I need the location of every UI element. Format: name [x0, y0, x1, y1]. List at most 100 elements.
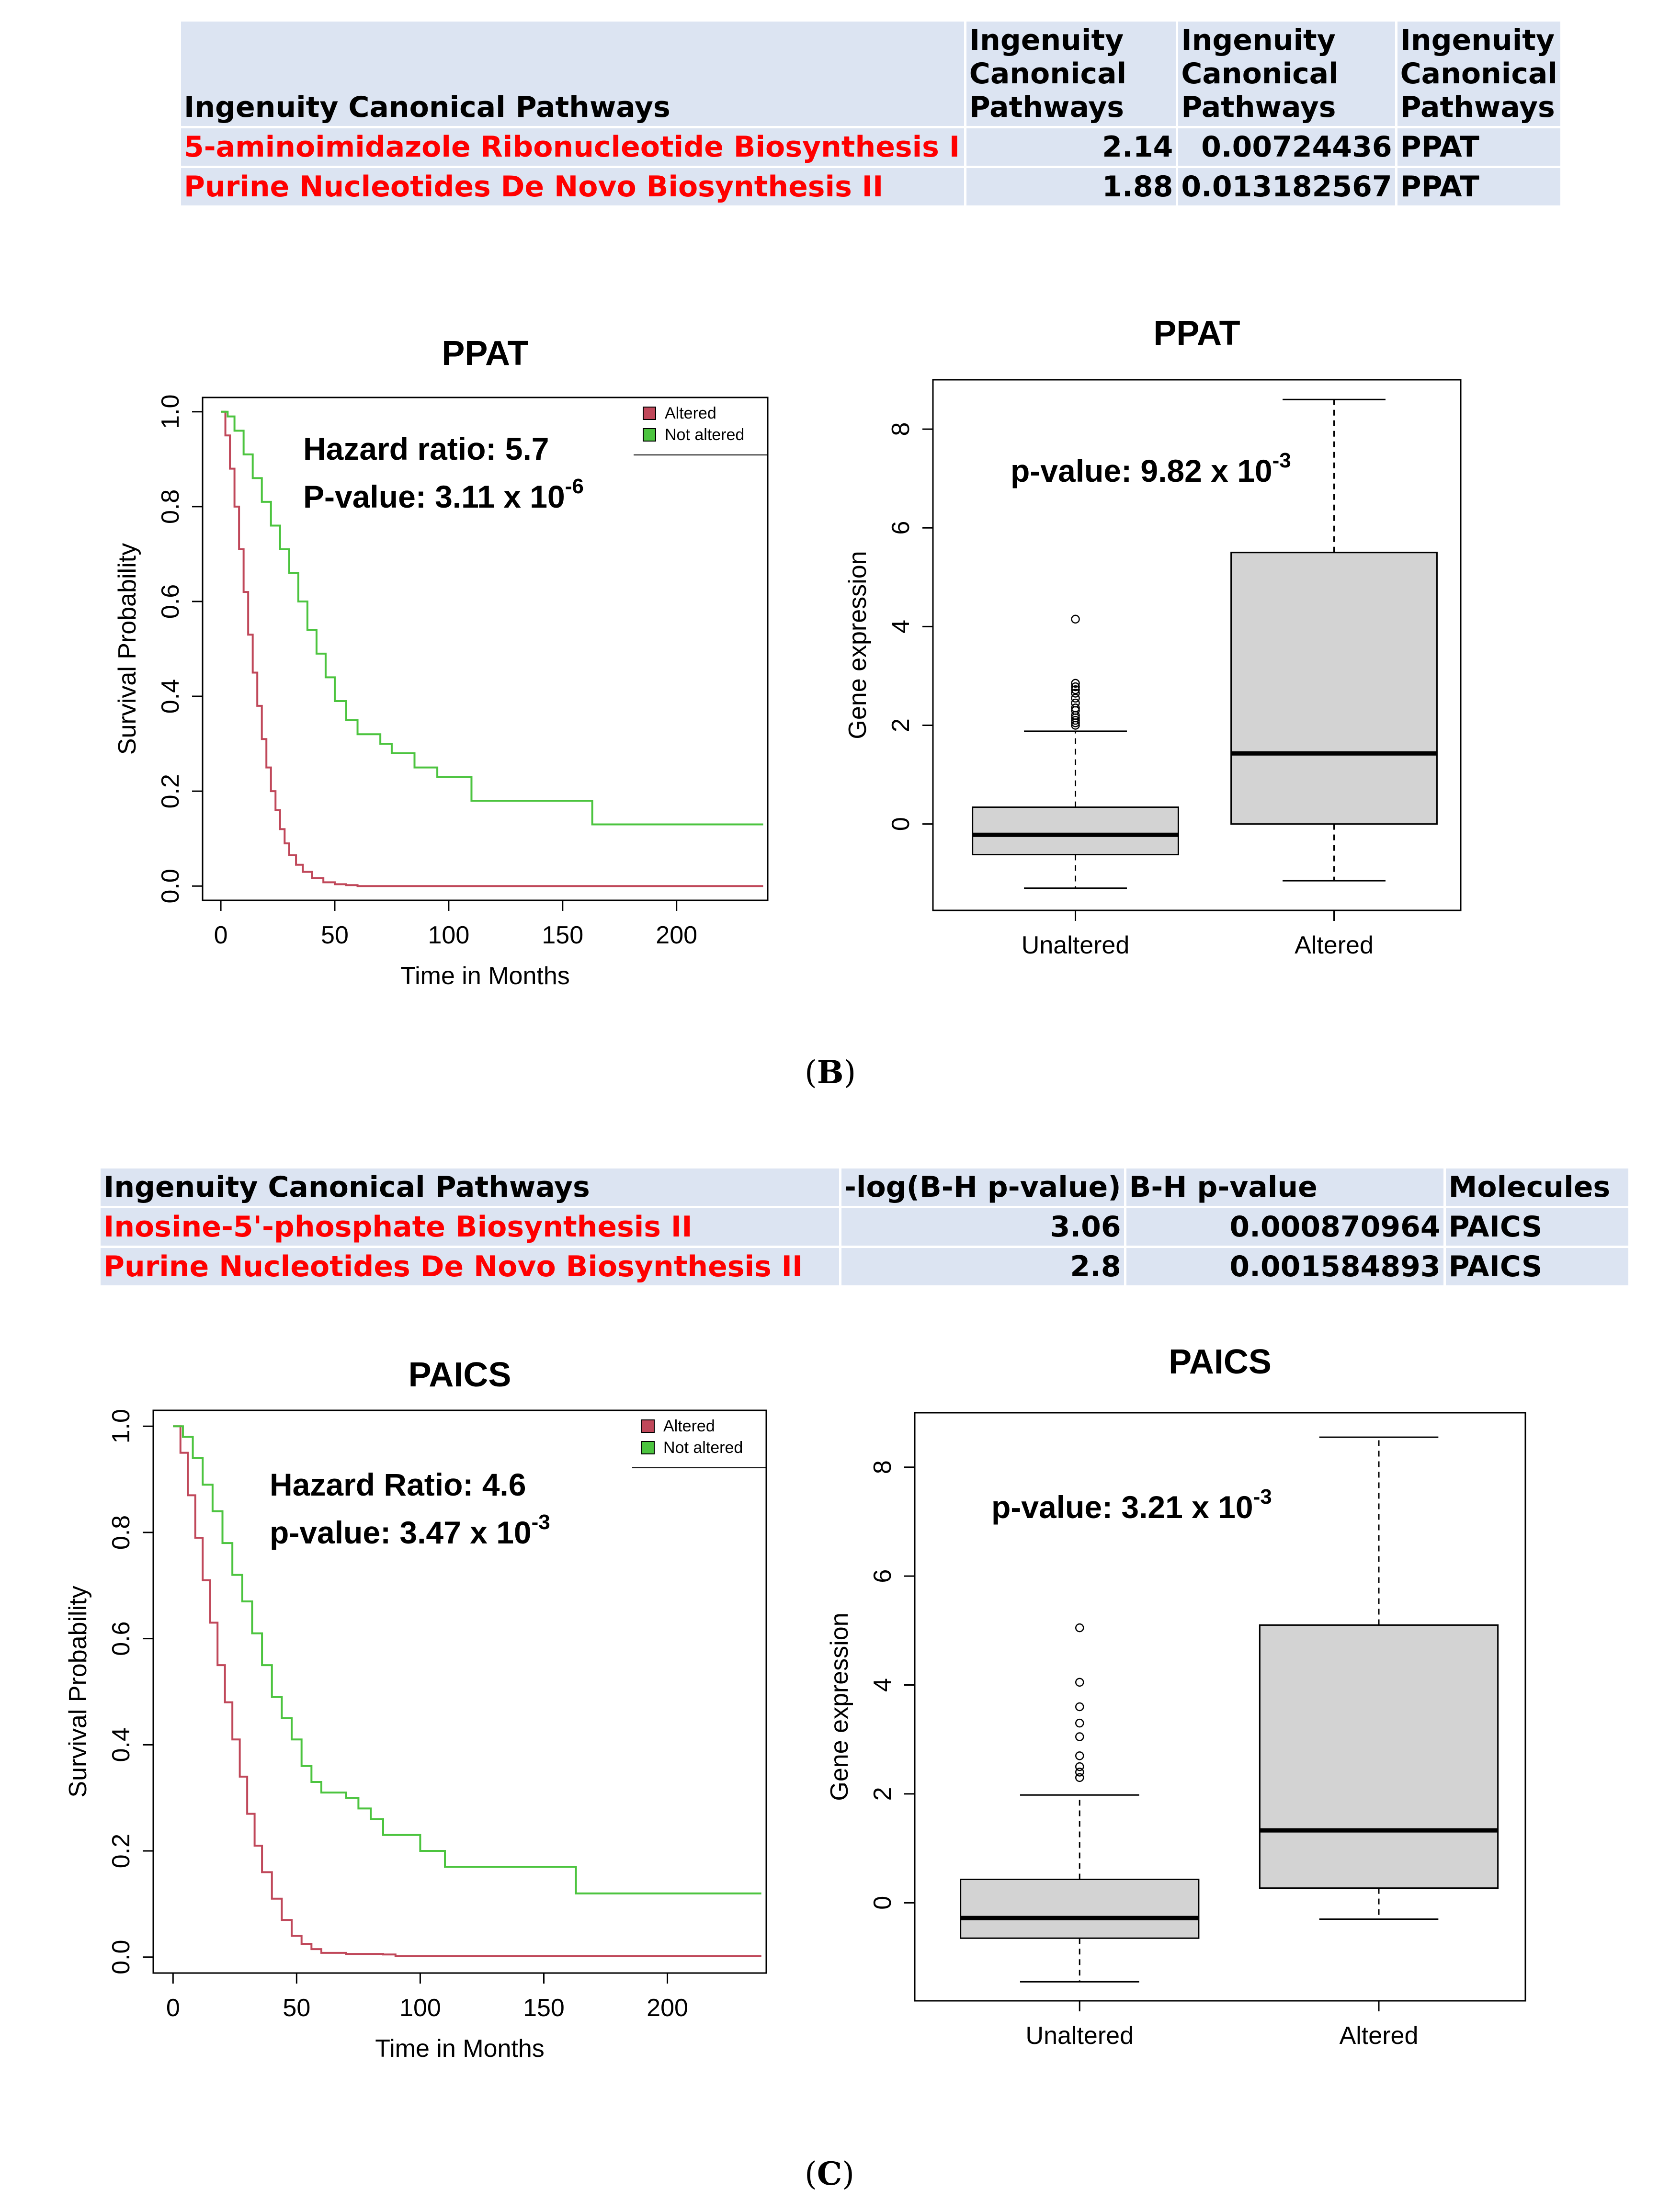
pvalue-annotation: p-value: 3.47 x 10-3 — [270, 1510, 550, 1550]
pvalue-exponent: -3 — [1272, 449, 1291, 472]
pvalue-annotation: P-value: 3.11 x 10-6 — [303, 475, 584, 514]
outlier-point — [1071, 614, 1080, 624]
x-tick-label: 150 — [542, 921, 583, 949]
y-tick-label: 4 — [869, 1678, 897, 1692]
y-tick-label: 0.6 — [157, 584, 184, 619]
header-line: Ingenuity — [1400, 23, 1555, 57]
legend-label: Not altered — [665, 426, 744, 444]
chart-title: PAICS — [1169, 1343, 1272, 1381]
outlier-point — [1075, 1678, 1084, 1687]
x-tick-label: 200 — [656, 921, 697, 949]
pvalue-exponent: -6 — [565, 475, 584, 498]
y-tick-label: 4 — [887, 620, 915, 634]
header-line: Pathways — [1181, 91, 1336, 124]
outlier-point — [1075, 1732, 1084, 1741]
pathway-pvalue: 0.001584893 — [1126, 1248, 1443, 1285]
pathway-pvalue: 0.00724436 — [1178, 128, 1395, 166]
x-tick-label: 100 — [428, 921, 469, 949]
pvalue-annotation: p-value: 9.82 x 10-3 — [1011, 449, 1291, 488]
x-tick-label: Altered — [1340, 2022, 1419, 2050]
y-tick-label: 0.0 — [107, 1940, 135, 1974]
table-header-row: Ingenuity Canonical Pathways -log(B-H p-… — [101, 1168, 1628, 1206]
y-tick-label: 0.2 — [107, 1834, 135, 1868]
pathway-pvalue: 0.000870964 — [1126, 1208, 1443, 1246]
outlier-point — [1075, 1718, 1084, 1728]
table-header-molecules: Molecules — [1445, 1168, 1628, 1206]
legend-swatch — [643, 428, 656, 442]
outlier-point — [1071, 698, 1080, 708]
pvalue-exponent: -3 — [1253, 1485, 1272, 1509]
outlier-point — [1071, 685, 1080, 694]
x-tick-label: 0 — [166, 1994, 180, 2022]
km-curve-altered — [221, 410, 763, 887]
panel-label-c: (C) — [805, 2155, 855, 2192]
y-axis-label: Gene expression — [844, 551, 872, 739]
y-tick-label: 0.0 — [157, 869, 184, 903]
pathway-score: 2.8 — [841, 1248, 1124, 1285]
pathway-molecules: PAICS — [1445, 1248, 1628, 1285]
legend-swatch — [641, 1441, 655, 1454]
y-tick-label: 2 — [869, 1787, 897, 1801]
km-curve-not-altered — [173, 1425, 761, 1894]
outlier-point — [1075, 1751, 1084, 1760]
iqr-box — [960, 1878, 1200, 1939]
chart-title: PAICS — [409, 1356, 511, 1394]
km-curve-not-altered — [221, 410, 763, 826]
outlier-point — [1075, 1702, 1084, 1712]
chart-title: PPAT — [442, 334, 528, 373]
outlier-point — [1071, 682, 1080, 692]
ppat-expression-boxplot: PPAT 0 2 4 6 8 Gene expression Unaltered Altered… — [844, 314, 1462, 959]
header-line: Pathways — [969, 91, 1124, 124]
table-header-col3: Ingenuity Canonical Pathways — [1397, 22, 1560, 126]
y-tick-label: 6 — [869, 1569, 897, 1583]
plot-frame — [202, 397, 769, 901]
table-header-pathways: Ingenuity Canonical Pathways — [101, 1168, 839, 1206]
iqr-box — [1230, 552, 1438, 825]
pathway-molecules: PPAT — [1397, 128, 1560, 166]
outlier-point — [1071, 703, 1080, 713]
y-tick-label: 8 — [887, 422, 915, 436]
table-row: 5-aminoimidazole Ribonucleotide Biosynth… — [181, 128, 1560, 166]
plot-frame — [932, 379, 1462, 911]
table-header-col2: Ingenuity Canonical Pathways — [1178, 22, 1395, 126]
y-tick-label: 1.0 — [157, 395, 184, 429]
outlier-point — [1075, 1623, 1084, 1633]
pathway-table-c: Ingenuity Canonical Pathways -log(B-H p-… — [98, 1166, 1631, 1288]
y-axis-label: Gene expression — [826, 1612, 853, 1801]
paics-survival-chart: PAICS 0 50 100 150 200 0.0 0.2 0.4 0.6 0.8 1.0 Time … — [64, 1356, 767, 2063]
header-line: Canonical — [1400, 57, 1557, 91]
header-line: Canonical — [969, 57, 1127, 91]
outlier-point — [1071, 693, 1080, 703]
panel-letter-b: B — [817, 1054, 844, 1091]
pvalue-exponent: -3 — [532, 1510, 550, 1534]
y-tick-label: 0.4 — [157, 679, 184, 714]
y-tick-label: 2 — [887, 718, 915, 732]
panel-label-b: (B) — [805, 1054, 856, 1091]
table-header-pvalue: B-H p-value — [1126, 1168, 1443, 1206]
pvalue-annotation: p-value: 3.21 x 10-3 — [991, 1485, 1272, 1525]
table-header-row: Ingenuity Canonical Pathways Ingenuity C… — [181, 22, 1560, 126]
pathway-name: 5-aminoimidazole Ribonucleotide Biosynth… — [181, 128, 964, 166]
iqr-box — [1259, 1624, 1499, 1889]
y-tick-label: 0.2 — [157, 774, 184, 808]
pathway-name: Inosine-5'-phosphate Biosynthesis II — [101, 1208, 839, 1246]
iqr-box — [972, 806, 1179, 856]
pathway-score: 1.88 — [966, 168, 1176, 205]
y-axis-label: Survival Probability — [64, 1586, 92, 1797]
y-tick-label: 0 — [869, 1896, 897, 1910]
outlier-point — [1075, 1773, 1084, 1782]
ppat-survival-chart: PPAT 0 50 100 150 200 0.0 0.2 0.4 0.6 0.8 1.0 Time i… — [114, 334, 769, 990]
outlier-point — [1071, 689, 1080, 698]
pathway-name: Purine Nucleotides De Novo Biosynthesis … — [101, 1248, 839, 1285]
outlier-point — [1075, 1762, 1084, 1771]
header-line: Ingenuity — [969, 23, 1124, 57]
pathway-name: Purine Nucleotides De Novo Biosynthesis … — [181, 168, 964, 205]
y-tick-label: 8 — [869, 1460, 897, 1474]
pathway-score: 2.14 — [966, 128, 1176, 166]
x-tick-label: 100 — [399, 1994, 441, 2022]
table-header-score: -log(B-H p-value) — [841, 1168, 1124, 1206]
header-line: Canonical — [1181, 57, 1339, 91]
x-axis-label: Time in Months — [400, 962, 570, 990]
x-tick-label: Altered — [1295, 931, 1374, 959]
outlier-point — [1075, 1768, 1084, 1777]
